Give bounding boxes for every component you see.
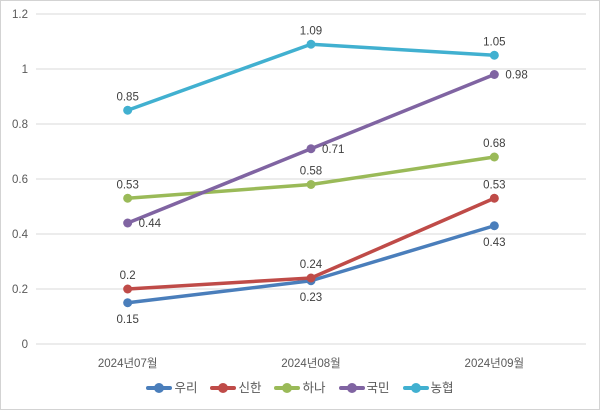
y-axis-tick-label: 0 — [22, 339, 28, 351]
data-point-label: 1.09 — [300, 25, 322, 37]
data-point-label: 0.43 — [483, 237, 505, 249]
x-axis-category-label: 2024년08월 — [281, 357, 341, 370]
data-point-label: 0.53 — [483, 179, 505, 191]
data-point-marker — [123, 105, 133, 115]
data-point-label: 1.05 — [483, 36, 505, 48]
series-line — [125, 42, 497, 112]
data-point-marker — [123, 298, 133, 308]
legend-marker-dot — [346, 383, 357, 394]
data-point-label: 0.98 — [505, 70, 527, 82]
legend-label: 국민 — [366, 381, 390, 395]
data-point-label: 0.24 — [300, 259, 323, 271]
data-point-label: 0.68 — [483, 138, 505, 150]
data-point-label: 0.53 — [116, 179, 138, 191]
data-point-marker — [123, 218, 133, 228]
legend-line-marker-icon — [146, 383, 173, 394]
data-point-marker — [123, 284, 133, 294]
data-point-label: 0.23 — [300, 292, 322, 304]
y-axis-tick-label: 0.4 — [12, 229, 29, 241]
data-point-label: 0.15 — [116, 314, 138, 326]
series-line — [125, 155, 497, 200]
legend-label: 하나 — [302, 381, 326, 395]
x-axis-category-label: 2024년09월 — [465, 357, 525, 370]
data-point-marker — [123, 193, 133, 203]
legend-marker-dot — [218, 383, 229, 394]
data-point-marker — [489, 221, 499, 231]
data-point-marker — [306, 144, 316, 154]
legend-item: 우리 — [146, 382, 197, 395]
legend-marker-dot — [154, 383, 165, 394]
data-point-marker — [489, 152, 499, 162]
legend-item: 하나 — [274, 381, 326, 395]
y-axis-tick-label: 0.2 — [12, 284, 28, 296]
data-point-marker — [489, 193, 499, 203]
legend-label: 농협 — [430, 381, 454, 395]
y-axis-tick-label: 1 — [22, 64, 28, 76]
legend-line-marker-icon — [274, 383, 301, 394]
legend-marker-dot — [282, 383, 293, 394]
legend-marker-dot — [410, 383, 421, 394]
legend-line-marker-icon — [402, 383, 429, 394]
data-point-label: 0.58 — [300, 166, 322, 178]
y-axis-tick-label: 0.6 — [12, 174, 28, 186]
data-point-marker — [489, 70, 499, 79]
data-point-marker — [306, 180, 316, 189]
chart-legend: 우리 신한 하나 국민 농협 — [1, 382, 599, 395]
legend-item: 국민 — [338, 381, 390, 395]
y-axis-tick-label: 1.2 — [12, 9, 28, 21]
data-point-marker — [306, 39, 316, 49]
legend-line-marker-icon — [338, 383, 365, 394]
legend-label: 우리 — [174, 381, 198, 395]
data-point-label: 0.71 — [322, 144, 344, 156]
data-point-marker — [489, 50, 499, 60]
legend-label: 신한 — [238, 381, 262, 395]
x-axis-category-label: 2024년07월 — [98, 357, 158, 370]
data-point-marker — [306, 273, 316, 283]
data-point-label: 0.44 — [139, 218, 162, 230]
y-axis-tick-label: 0.8 — [12, 119, 28, 131]
data-point-label: 0.85 — [116, 91, 138, 103]
data-point-label: 0.2 — [120, 270, 136, 282]
legend-line-marker-icon — [210, 383, 237, 394]
legend-item: 농협 — [402, 381, 454, 395]
legend-item: 신한 — [210, 382, 261, 395]
